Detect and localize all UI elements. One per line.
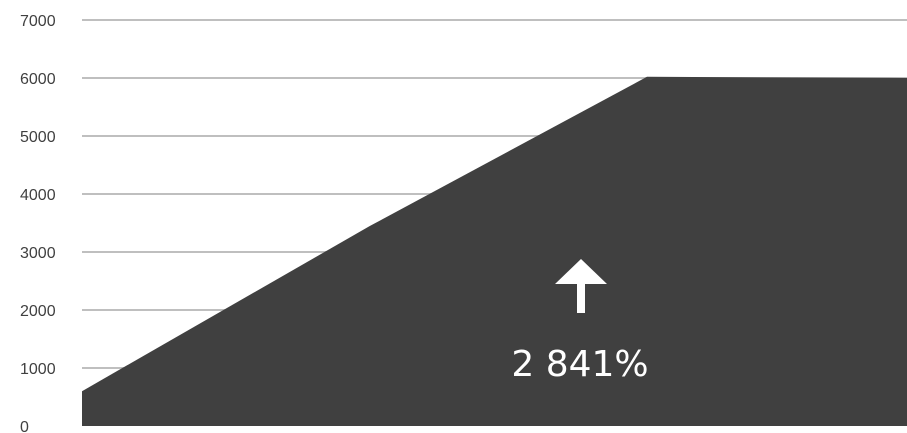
up-arrow-icon [555,259,607,313]
area-series [82,76,907,427]
y-tick-label: 5000 [20,129,56,146]
y-tick-label: 1000 [20,361,56,378]
annotation: 2 841% [511,259,649,385]
y-tick-label: 3000 [20,245,56,262]
y-tick-label: 6000 [20,71,56,88]
y-tick-label: 0 [20,419,29,433]
annotation-label: 2 841% [511,344,648,385]
y-tick-label: 2000 [20,303,56,320]
y-tick-label: 7000 [20,13,56,30]
y-tick-label: 4000 [20,187,56,204]
y-axis-tick-labels: 0 1000 2000 3000 4000 5000 6000 7000 [20,13,56,433]
